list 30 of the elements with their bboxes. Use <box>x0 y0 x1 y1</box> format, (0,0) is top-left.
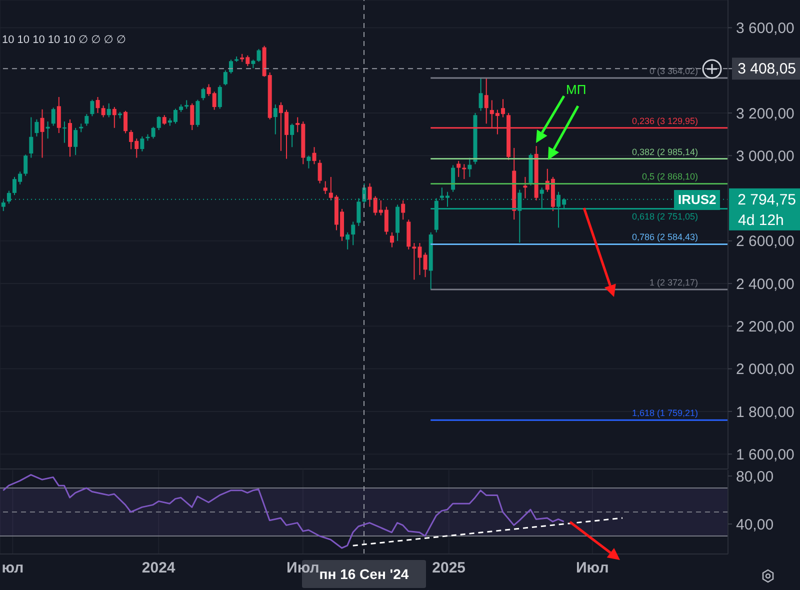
x-tick-label: 2025 <box>432 560 466 577</box>
annotation: IRUS2 <box>674 190 720 210</box>
ref-line-label: 0,236 (3 129,95) <box>632 116 698 126</box>
ref-line-label: 2 794,75 <box>738 191 796 208</box>
annotation: МП <box>566 82 586 98</box>
y-tick-label: 3 600,00 <box>736 20 794 38</box>
x-tick-label: юл <box>2 560 24 577</box>
y-tick-label: 1 600,00 <box>736 446 794 464</box>
y-tick-label: 2 600,00 <box>736 233 794 250</box>
ref-line-label: 0,5 (2 868,10) <box>642 172 698 182</box>
y-tick-label: 3 200,00 <box>736 105 794 122</box>
y-tick-label: 80,00 <box>736 468 774 486</box>
x-tick-label: Июл <box>576 560 609 577</box>
x-tick-label: 2024 <box>142 560 176 577</box>
ref-line-label: 1 (2 372,17) <box>649 277 698 288</box>
x-tick-label: Июл <box>286 560 320 577</box>
text: 4d 12h <box>738 212 784 230</box>
y-tick-label: 2 200,00 <box>736 318 794 336</box>
ref-line-label: 1,618 (1 759,21) <box>632 408 698 418</box>
ref-line-label: 3 408,05 <box>738 60 796 78</box>
y-tick-label: 2 000,00 <box>736 361 794 378</box>
y-tick-label: 40,00 <box>736 516 774 534</box>
ref-line-label: 0,618 (2 751,05) <box>632 212 698 222</box>
y-tick-label: 2 400,00 <box>736 276 794 293</box>
y-tick-label: 1 800,00 <box>736 404 794 421</box>
ref-line-label: пн 16 Сен '24 <box>319 566 409 582</box>
y-tick-label: 3 000,00 <box>736 148 794 165</box>
ref-line-label: 0,786 (2 584,43) <box>632 232 698 242</box>
ref-line-label: 0,382 (2 985,14) <box>632 146 698 157</box>
annotation: 10 10 10 10 10 ∅ ∅ ∅ ∅ <box>2 34 126 48</box>
